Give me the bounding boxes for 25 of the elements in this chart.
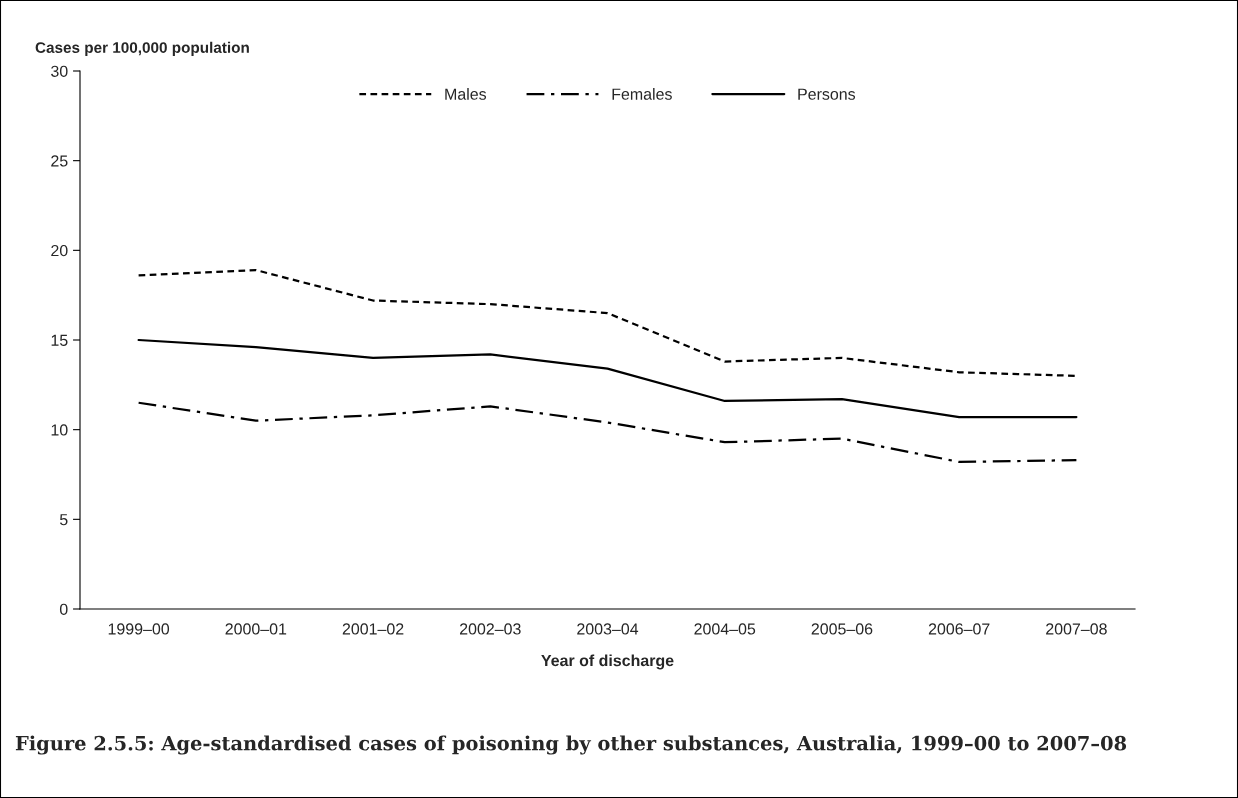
legend-label: Males — [445, 88, 487, 100]
x-tick-label: 2006–07 — [928, 623, 990, 635]
x-tick-label: 2004–05 — [694, 623, 756, 635]
x-tick-label: 2007–08 — [1046, 623, 1107, 635]
x-tick-label: 2002–03 — [459, 623, 521, 635]
x-tick-label: 1999–00 — [108, 623, 170, 635]
y-tick-label: 10 — [51, 424, 68, 436]
y-tick-label: 30 — [51, 65, 68, 77]
line-series — [137, 401, 1078, 464]
y-tick-label: 5 — [59, 514, 68, 526]
legend-label: Persons — [798, 88, 856, 100]
x-tick-label: 2003–04 — [577, 623, 639, 635]
y-tick-label: 20 — [51, 244, 68, 257]
x-tick-label: 2001–02 — [342, 623, 404, 635]
x-tick-label: 2005–06 — [811, 623, 873, 635]
y-tick-label: 25 — [51, 155, 68, 167]
y-tick-label: 0 — [59, 603, 68, 615]
text: Figure 2.5.5: Age-standardised cases of poisoning by other substances, Australia, 1999–00 to 2007–08 — [15, 735, 1127, 755]
y-axis-title: Cases per 100,000 population — [35, 41, 249, 56]
line-series — [137, 338, 1078, 419]
x-tick-label: 2000–01 — [225, 623, 287, 635]
line-series — [137, 268, 1078, 377]
y-tick-label: 15 — [51, 334, 68, 346]
legend-label: Females — [612, 88, 672, 100]
x-axis-title: Year of discharge — [541, 654, 674, 670]
